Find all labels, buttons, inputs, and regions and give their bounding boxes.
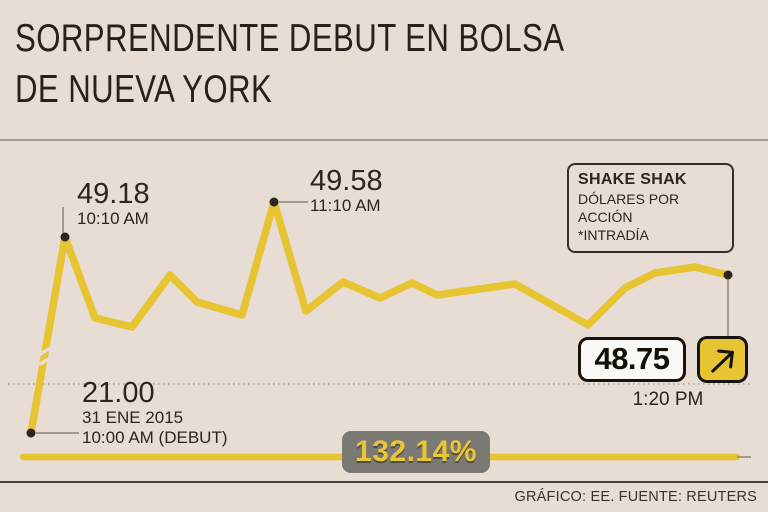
chart-legend: SHAKE SHAK DÓLARES POR ACCIÓN *INTRADÍA	[567, 163, 734, 253]
annotation-debut-date: 31 ENE 2015	[82, 408, 184, 427]
trend-up-box	[697, 336, 748, 383]
last-price-box: 48.75	[578, 337, 686, 382]
axis-break-marks	[35, 345, 57, 366]
price-line	[27, 198, 732, 437]
last-price-value: 48.75	[594, 341, 670, 376]
annotation-peak2-value: 49.58	[310, 165, 383, 197]
point-markers	[26, 197, 733, 438]
change-percent-badge: 132.14%	[342, 431, 490, 473]
annotation-peak1-time: 10:10 AM	[77, 209, 149, 228]
legend-unit-label: DÓLARES POR ACCIÓN	[578, 191, 680, 225]
annotation-debut-time: 10:00 AM (DEBUT)	[82, 428, 228, 447]
annotation-peak2: 49.58 11:10 AM	[310, 167, 383, 216]
legend-company-name: SHAKE SHAK	[578, 171, 687, 188]
up-right-arrow-icon	[710, 349, 734, 373]
page-title-line2: DE NUEVA YORK	[15, 68, 273, 111]
legend-intraday-note: *INTRADÍA	[578, 227, 649, 243]
page-title-line1: SORPRENDENTE DEBUT EN BOLSA	[15, 17, 565, 60]
annotation-debut: 21.00 31 ENE 2015 10:00 AM (DEBUT)	[82, 379, 228, 448]
annotation-peak1-value: 49.18	[77, 178, 150, 210]
page-title: SORPRENDENTE DEBUT EN BOLSA DE NUEVA YOR…	[15, 13, 564, 115]
last-price-time: 1:20 PM	[632, 389, 704, 410]
annotation-debut-value: 21.00	[82, 377, 155, 409]
title-divider	[0, 139, 768, 141]
annotation-peak2-time: 11:10 AM	[310, 196, 381, 215]
annotation-peak1: 49.18 10:10 AM	[77, 180, 150, 229]
footer-divider	[0, 481, 768, 483]
footer-credit: GRÁFICO: EE. FUENTE: REUTERS	[514, 489, 757, 505]
